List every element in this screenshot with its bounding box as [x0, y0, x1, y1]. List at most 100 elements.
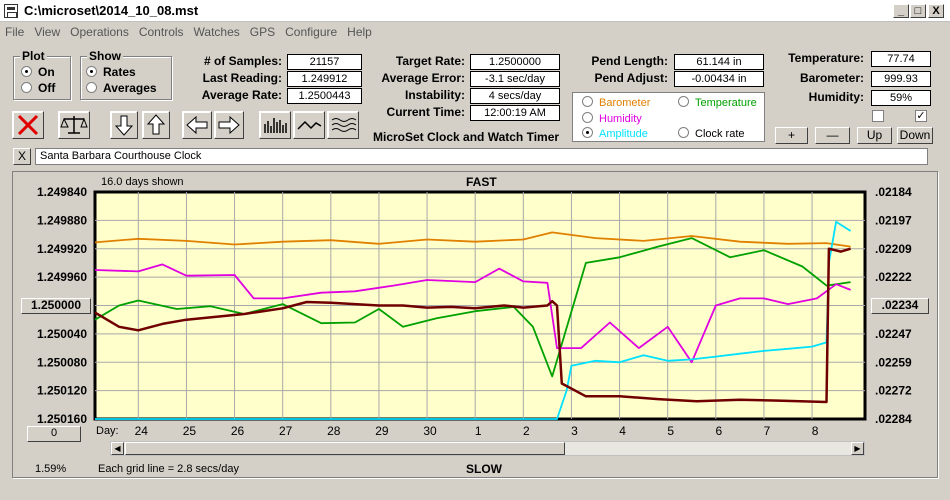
scroll-left-arrow-icon[interactable]: ◀ — [111, 442, 124, 455]
clear-name-button[interactable]: X — [13, 148, 31, 165]
wave-graph-button[interactable] — [327, 111, 359, 139]
y-right-tick-label: .02184 — [875, 185, 912, 199]
y-left-tick-label: 1.250160 — [37, 412, 87, 426]
days-shown-label: 16.0 days shown — [101, 176, 184, 188]
last-reading-field: 1.249912 — [287, 71, 362, 87]
series-amplitude-radio[interactable]: Amplitude — [582, 127, 648, 140]
humidity-label: Humidity: — [808, 90, 864, 104]
pend-adjust-label: Pend Adjust: — [594, 71, 668, 85]
red-x-icon — [17, 114, 39, 136]
menu-watches[interactable]: Watches — [193, 25, 240, 39]
scale-plus-button[interactable]: + — [775, 127, 808, 144]
scale-minus-button[interactable]: — — [815, 127, 850, 144]
arrow-right-icon — [218, 115, 240, 135]
plot-off-radio[interactable]: Off — [21, 81, 55, 95]
x-tick-label: 28 — [327, 424, 341, 438]
checkbox-right[interactable]: ✓ — [915, 110, 927, 122]
radio-on-icon — [582, 127, 593, 138]
radio-off-icon — [21, 82, 32, 93]
series-clock-rate-label: Clock rate — [695, 128, 745, 140]
scroll-down-button[interactable] — [110, 111, 138, 139]
x-tick-label: 7 — [764, 424, 771, 438]
average-error-field: -3.1 sec/day — [470, 71, 560, 87]
center-left-button[interactable]: 1.250000 — [21, 298, 91, 314]
pend-adjust-field: -0.00434 in — [674, 71, 764, 87]
temperature-field: 77.74 — [871, 51, 931, 67]
instability-field: 4 secs/day — [470, 88, 560, 104]
show-rates-label: Rates — [103, 65, 136, 79]
x-tick-label: 26 — [231, 424, 245, 438]
scroll-right-arrow-icon[interactable]: ▶ — [851, 442, 864, 455]
clock-name-field[interactable]: Santa Barbara Courthouse Clock — [35, 148, 928, 165]
last-reading-label: Last Reading: — [202, 71, 282, 85]
scroll-up-button[interactable] — [142, 111, 170, 139]
x-tick-label: 3 — [571, 424, 578, 438]
menu-view[interactable]: View — [34, 25, 61, 39]
series-clock-rate-radio[interactable]: Clock rate — [678, 127, 745, 140]
checkbox-left[interactable] — [872, 110, 884, 122]
x-tick-label: 30 — [423, 424, 437, 438]
y-left-tick-label: 1.249840 — [37, 185, 87, 199]
chart-app-title: MicroSet Clock and Watch Timer — [373, 130, 560, 144]
plot-on-radio[interactable]: On — [21, 65, 55, 79]
menu-configure[interactable]: Configure — [285, 25, 338, 39]
current-time-field: 12:00:19 AM — [470, 105, 560, 121]
scroll-thumb[interactable] — [125, 442, 565, 455]
average-error-label: Average Error: — [381, 71, 465, 85]
histogram-button[interactable] — [259, 111, 291, 139]
show-group: Show Rates Averages — [80, 49, 172, 100]
close-button[interactable]: X — [928, 4, 944, 18]
plot-on-label: On — [38, 65, 55, 79]
center-right-button[interactable]: .02234 — [871, 298, 929, 314]
offset-value-button[interactable]: 0 — [27, 426, 81, 442]
chart-panel: 24 25 26 27 28 29 30 1 2 3 4 5 6 7 8 1.249840 .02184 1.24… — [12, 171, 938, 478]
balance-button[interactable] — [58, 111, 90, 139]
series-temperature-radio[interactable]: Temperature — [678, 96, 757, 109]
radio-off-icon — [582, 96, 593, 107]
check-mark-icon: ✓ — [916, 110, 926, 122]
y-left-tick-label: 1.249880 — [37, 213, 87, 227]
samples-label: # of Samples: — [203, 54, 282, 68]
y-right-tick-label: .02284 — [875, 412, 912, 426]
y-left-tick-label: 1.250120 — [37, 384, 87, 398]
scroll-right-button[interactable] — [214, 111, 244, 139]
show-averages-radio[interactable]: Averages — [86, 81, 157, 95]
maximize-button[interactable]: □ — [910, 4, 926, 18]
temperature-label: Temperature: — [788, 51, 864, 65]
series-barometer-radio[interactable]: Barometer — [582, 96, 650, 109]
minimize-button[interactable]: _ — [893, 4, 909, 18]
series-barometer-label: Barometer — [599, 97, 651, 109]
series-humidity-radio[interactable]: Humidity — [582, 112, 642, 125]
menu-file[interactable]: File — [5, 25, 25, 39]
average-rate-label: Average Rate: — [201, 88, 282, 102]
current-time-label: Current Time: — [386, 105, 465, 119]
show-rates-radio[interactable]: Rates — [86, 65, 136, 79]
menu-help[interactable]: Help — [347, 25, 372, 39]
radio-off-icon — [678, 127, 689, 138]
menu-operations[interactable]: Operations — [70, 25, 129, 39]
y-left-tick-label: 1.250080 — [37, 355, 87, 369]
y-right-tick-label: .02247 — [875, 327, 912, 341]
series-line-humidity — [94, 263, 851, 364]
x-tick-label: 1 — [475, 424, 482, 438]
menu-gps[interactable]: GPS — [249, 25, 276, 39]
scale-up-button[interactable]: Up — [857, 127, 892, 144]
time-scrollbar[interactable]: ◀ ▶ — [110, 441, 865, 456]
line-graph-button[interactable] — [293, 111, 325, 139]
stop-button[interactable] — [12, 111, 44, 139]
x-tick-label: 25 — [183, 424, 197, 438]
scroll-left-button[interactable] — [182, 111, 212, 139]
target-rate-label: Target Rate: — [395, 54, 465, 68]
instability-label: Instability: — [404, 88, 465, 102]
plot-group: Plot On Off — [13, 49, 71, 100]
barometer-label: Barometer: — [799, 71, 864, 85]
x-tick-label: 4 — [619, 424, 626, 438]
y-right-tick-label: .02222 — [875, 270, 912, 284]
window-title: C:\microset\2014_10_08.mst — [24, 3, 199, 18]
menu-controls[interactable]: Controls — [138, 25, 184, 39]
scale-down-button[interactable]: Down — [897, 127, 933, 144]
radio-off-icon — [86, 82, 97, 93]
histogram-icon — [264, 118, 287, 133]
series-line-barometer — [94, 231, 851, 248]
